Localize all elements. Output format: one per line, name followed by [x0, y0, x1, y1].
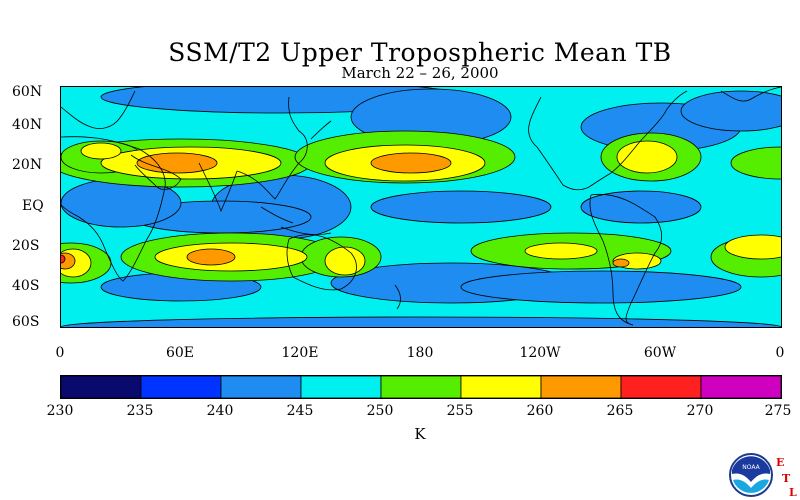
colorbar-tick-label: 265 [606, 403, 634, 419]
svg-text:NOAA: NOAA [742, 464, 760, 471]
lon-label: 60E [165, 345, 195, 361]
contour-region [680, 90, 781, 132]
noaa-logo: NOAA E T L [729, 453, 797, 498]
colorbar-tick-label: 240 [206, 403, 234, 419]
logo-letter-t: T [782, 472, 791, 485]
contour-region [61, 254, 66, 264]
coastline-east-asia [236, 96, 308, 200]
coastline-south-america [589, 193, 663, 326]
contour-region [61, 316, 781, 327]
contour-region [524, 242, 598, 260]
lat-label: 20S [12, 238, 40, 254]
lat-label: 60S [12, 314, 40, 330]
coastline-africa [61, 136, 166, 282]
contour-region [580, 190, 702, 224]
lon-label: 0 [55, 345, 65, 361]
colorbar-tick-label: 245 [286, 403, 314, 419]
lon-label: 60W [643, 345, 677, 361]
map-subtitle: March 22 – 26, 2000 [341, 64, 499, 82]
lon-label: 120E [281, 345, 319, 361]
lat-label: 40N [12, 117, 43, 133]
colorbar-cell [380, 375, 462, 399]
colorbar-tick-label: 270 [686, 403, 714, 419]
map-title: SSM/T2 Upper Tropospheric Mean TB [168, 38, 672, 67]
colorbar-tick-label: 255 [446, 403, 474, 419]
coastline-nz [394, 284, 401, 310]
colorbar-cell [700, 375, 782, 399]
coastline-europe [61, 90, 136, 129]
coastline-greenland [720, 87, 781, 102]
logo-letter-e: E [776, 456, 784, 469]
contour-region [460, 270, 742, 304]
contour-region [324, 246, 366, 276]
logo-letter-l: L [789, 486, 797, 498]
coastline-india [198, 162, 238, 213]
lat-label: EQ [22, 198, 44, 214]
colorbar-tick-label: 230 [46, 403, 74, 419]
coastline-se-asia [260, 206, 332, 235]
coastline-japan [310, 120, 332, 140]
colorbar-cell [220, 375, 302, 399]
colorbar-tick-label: 235 [126, 403, 154, 419]
colorbar-cell [140, 375, 222, 399]
lat-label: 20N [12, 157, 43, 173]
contour-region [186, 248, 236, 266]
colorbar-cell [620, 375, 702, 399]
contour-region [370, 190, 552, 224]
contour-region [724, 234, 781, 260]
color-scale-bar [60, 375, 782, 399]
coastline-australia [286, 234, 357, 291]
colorbar-tick-label: 275 [764, 403, 792, 419]
contour-region [80, 142, 122, 160]
lat-label: 60N [12, 84, 43, 100]
colorbar-cell [60, 375, 142, 399]
lon-label: 120W [519, 345, 561, 361]
contour-region [612, 258, 630, 268]
lon-label: 180 [406, 345, 434, 361]
lat-label: 40S [12, 278, 40, 294]
temperature-map [60, 86, 782, 328]
contour-region [136, 152, 218, 174]
colorbar-tick-label: 260 [526, 403, 554, 419]
colorbar-cell [300, 375, 382, 399]
contour-region [370, 152, 452, 174]
coastline-north-america [528, 90, 688, 191]
coastline-arabia [130, 154, 182, 190]
contour-region [616, 140, 678, 174]
colorbar-cell [460, 375, 542, 399]
colorbar-cell [540, 375, 622, 399]
units-label: K [414, 425, 426, 443]
colorbar-tick-label: 250 [366, 403, 394, 419]
contour-region [730, 146, 781, 180]
lon-label: 0 [775, 345, 785, 361]
